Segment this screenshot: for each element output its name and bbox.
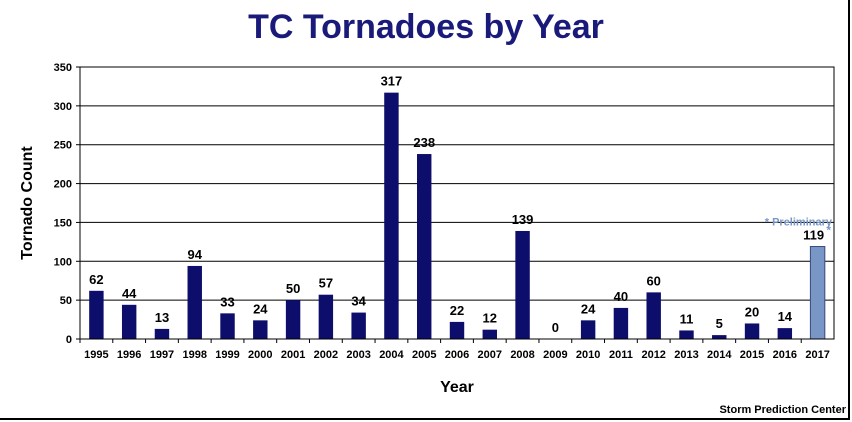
x-tick-label: 2013 — [674, 349, 698, 361]
data-label-1998: 94 — [188, 247, 203, 262]
data-label-2006: 22 — [450, 303, 464, 318]
data-label-1997: 13 — [155, 310, 169, 325]
data-label-2017: 119 — [803, 228, 824, 243]
data-label-2003: 34 — [351, 294, 366, 309]
bar-2007 — [482, 329, 497, 339]
bar-1999 — [220, 313, 235, 339]
y-tick-label: 0 — [66, 334, 72, 346]
preliminary-asterisk: * — [827, 225, 832, 237]
y-tick-label: 250 — [54, 140, 72, 152]
y-tick-label: 200 — [54, 179, 72, 191]
bar-1998 — [187, 265, 202, 339]
data-label-2012: 60 — [646, 273, 660, 288]
chart-title: TC Tornadoes by Year — [248, 8, 604, 46]
x-tick-label: 2016 — [773, 349, 797, 361]
data-label-2009: 0 — [552, 320, 559, 335]
x-tick-label: 2009 — [543, 349, 567, 361]
x-tick-label: 2004 — [379, 349, 404, 361]
bar-2005 — [417, 154, 432, 339]
x-axis-ticks: 1995 1996 1997 1998 1999 2000 2001 2002 2003 2004… — [79, 339, 830, 361]
data-label-2004: 317 — [381, 74, 403, 89]
y-axis-ticks: 0 50 100 150 200 250 300 350 — [54, 62, 80, 346]
x-tick-label: 2011 — [609, 349, 633, 361]
bars — [89, 92, 826, 340]
credit-text: Storm Prediction Center — [719, 404, 846, 416]
x-tick-label: 1995 — [84, 349, 108, 361]
x-tick-label: 2001 — [281, 349, 305, 361]
x-tick-label: 1998 — [182, 349, 206, 361]
bar-2004 — [384, 92, 399, 339]
x-tick-label: 2005 — [412, 349, 436, 361]
plot-area — [79, 66, 835, 340]
data-label-2011: 40 — [614, 289, 628, 304]
data-label-1995: 62 — [89, 272, 103, 287]
data-label-2008: 139 — [512, 212, 534, 227]
x-tick-label: 2007 — [478, 349, 502, 361]
data-label-2000: 24 — [253, 301, 268, 316]
x-tick-label: 1996 — [117, 349, 141, 361]
x-tick-label: 2012 — [641, 349, 665, 361]
y-tick-label: 50 — [60, 295, 72, 307]
data-label-2001: 50 — [286, 281, 300, 296]
bar-2003 — [351, 312, 366, 339]
data-label-2015: 20 — [745, 304, 759, 319]
x-tick-label: 2002 — [314, 349, 338, 361]
data-label-2016: 14 — [778, 309, 793, 324]
y-tick-label: 100 — [54, 256, 72, 268]
bar-2001 — [285, 300, 301, 339]
y-tick-label: 350 — [54, 62, 72, 74]
data-label-2002: 57 — [319, 276, 333, 291]
bar-2000 — [253, 320, 268, 339]
bar-1997 — [154, 328, 170, 339]
data-label-2013: 11 — [680, 311, 694, 326]
data-label-2007: 12 — [483, 311, 497, 326]
x-tick-label: 2000 — [248, 349, 272, 361]
y-tick-label: 300 — [54, 101, 72, 113]
x-tick-label: 1999 — [215, 349, 239, 361]
x-tick-label: 2006 — [445, 349, 469, 361]
x-tick-label: 2015 — [740, 349, 764, 361]
bar-2002 — [318, 294, 334, 339]
x-tick-label: 2017 — [805, 349, 829, 361]
bar-1996 — [121, 304, 137, 339]
data-label-1996: 44 — [122, 286, 137, 301]
bar-2008 — [515, 230, 530, 339]
data-label-2010: 24 — [581, 301, 596, 316]
x-tick-label: 2003 — [346, 349, 370, 361]
bar-2013 — [679, 330, 694, 339]
bar-2006 — [449, 321, 465, 339]
x-axis-title: Year — [440, 379, 474, 396]
x-tick-label: 2008 — [510, 349, 534, 361]
data-label-1999: 33 — [220, 294, 234, 309]
data-label-2005: 238 — [413, 135, 435, 150]
bar-2017 — [809, 246, 826, 340]
data-label-2014: 5 — [716, 316, 723, 331]
bar-2015 — [744, 323, 760, 339]
preliminary-note: * Preliminary — [765, 216, 833, 228]
bar-2012 — [646, 292, 661, 339]
x-tick-label: 2014 — [707, 349, 732, 361]
x-tick-label: 2010 — [576, 349, 600, 361]
y-axis-title: Tornado Count — [19, 146, 36, 260]
bar-1995 — [89, 290, 104, 339]
bar-2011 — [613, 307, 629, 339]
x-tick-label: 1997 — [150, 349, 174, 361]
bar-2010 — [580, 320, 596, 339]
data-labels: 62 44 13 94 33 24 50 57 34 317 238 22 12 139 0 24 40 60 11… — [89, 74, 831, 335]
bar-2014 — [712, 335, 727, 339]
bar-2016 — [777, 328, 793, 339]
y-tick-label: 150 — [54, 217, 72, 229]
